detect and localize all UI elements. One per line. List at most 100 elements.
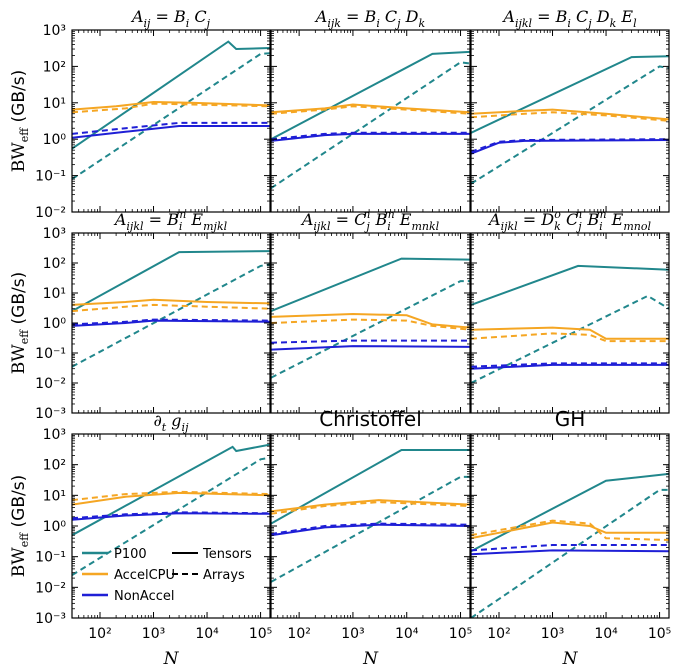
y-tick-label: 10³ (43, 226, 66, 242)
series-accelcpu-arrays (72, 102, 270, 114)
y-tick-label: 10⁻² (35, 580, 66, 596)
y-tick-label: 10⁻² (35, 376, 66, 392)
panel-title: Aijk = Bi Cj Dk (314, 7, 426, 30)
series-accelcpu-arrays (72, 490, 270, 502)
panel-frame (71, 232, 271, 414)
panel-3: Aijkl = Bi Cj Dk El (470, 7, 670, 213)
series-p100-arrays (471, 294, 669, 384)
panel-6: Aijkl = Dko Cjn Bim Emnol (470, 208, 670, 414)
y-tick-label: 10² (43, 458, 66, 474)
series-nonaccel-arrays (471, 138, 669, 153)
series-p100-arrays (471, 65, 669, 185)
panel-title: ∂t gij (154, 411, 190, 434)
legend: P100 AccelCPU NonAccel Tensors Arrays (82, 547, 252, 604)
series-p100-arrays (271, 280, 470, 379)
series-p100-tensors (271, 50, 470, 141)
panel-title: Aijkl = Cjn Bim Emnkl (300, 208, 440, 233)
series-nonaccel-tensors (271, 345, 470, 351)
series-accelcpu-tensors (72, 491, 270, 506)
panel-title: Aij = Bi Cj (130, 7, 211, 30)
x-axis-label: N (362, 649, 379, 669)
x-tick-label: 10² (287, 626, 310, 642)
series-nonaccel-tensors (271, 132, 470, 142)
series-nonaccel-tensors (72, 319, 270, 327)
panel-title: Aijkl = Bim Emjkl (113, 208, 228, 233)
panel-2: Aijk = Bi Cj Dk (270, 7, 471, 213)
series-accelcpu-tensors (72, 298, 270, 306)
y-tick-label: 10⁻¹ (35, 346, 66, 362)
panel-title: GH (555, 407, 586, 431)
series-accelcpu-tensors (471, 521, 669, 540)
x-tick-label: 10⁵ (449, 626, 472, 642)
series-p100-arrays (271, 61, 470, 190)
series-nonaccel-tensors (471, 363, 669, 370)
panel-1: 10⁻² 10⁻¹ 10⁰ 10¹ 10² 10³ Aij = Bi Cj (35, 7, 271, 221)
series-p100-arrays (471, 488, 669, 618)
series-p100-tensors (72, 443, 270, 537)
series-accelcpu-arrays (271, 318, 470, 331)
series-nonaccel-arrays (271, 131, 470, 141)
x-axis-label: N (562, 649, 579, 669)
y-tick-label: 10⁰ (43, 519, 67, 535)
series-nonaccel-arrays (471, 544, 669, 552)
x-tick-label: 10⁴ (395, 626, 419, 642)
legend-style-label-arrays: Arrays (203, 568, 245, 583)
panel-frame (270, 29, 471, 213)
series-p100-arrays (72, 263, 270, 368)
series-accelcpu-tensors (271, 312, 470, 329)
series-accelcpu-arrays (271, 105, 470, 115)
legend-label-p100: P100 (114, 547, 147, 562)
panel-frame (470, 232, 670, 414)
y-axis-label: BWeff (GB/s) (9, 475, 31, 577)
series-nonaccel-tensors (471, 549, 669, 556)
x-tick-label: 10⁵ (648, 626, 671, 642)
y-tick-label: 10³ (43, 427, 66, 443)
series-p100-arrays (72, 52, 270, 180)
legend-label-nonaccel: NonAccel (114, 589, 175, 604)
y-axis-label: BWeff (GB/s) (9, 70, 31, 172)
y-tick-label: 10⁻³ (35, 611, 66, 627)
panel-title: Aijkl = Dko Cjn Bim Emnol (487, 208, 651, 233)
panel-9: 10² 10³ 10⁴ 10⁵ GH (470, 407, 671, 642)
panel-frame (71, 29, 271, 213)
y-tick-label: 10² (43, 256, 66, 272)
y-tick-label: 10¹ (43, 286, 66, 302)
x-tick-label: 10³ (142, 626, 165, 642)
series-nonaccel-arrays (471, 362, 669, 368)
series-nonaccel-arrays (72, 511, 270, 520)
series-p100-tensors (72, 250, 270, 312)
series-p100-tensors (471, 264, 669, 306)
legend-style-label-tensors: Tensors (202, 547, 252, 562)
series-accelcpu-tensors (271, 499, 470, 513)
legend-label-accelcpu: AccelCPU (114, 568, 175, 583)
x-tick-label: 10³ (541, 626, 564, 642)
series-accelcpu-tensors (271, 103, 470, 114)
series-accelcpu-arrays (471, 332, 669, 343)
x-tick-label: 10⁴ (594, 626, 618, 642)
x-tick-label: 10⁴ (195, 626, 219, 642)
y-tick-label: 10¹ (43, 488, 66, 504)
series-accelcpu-arrays (471, 111, 669, 122)
series-p100-tensors (271, 449, 470, 525)
series-nonaccel-arrays (271, 522, 470, 535)
series-p100-tensors (271, 257, 470, 313)
y-tick-label: 10⁻¹ (35, 169, 66, 185)
x-tick-label: 10² (487, 626, 510, 642)
series-accelcpu-arrays (72, 303, 270, 313)
series-accelcpu-tensors (471, 108, 669, 121)
panel-8: 10² 10³ 10⁴ 10⁵ Christoffel (270, 407, 472, 642)
series-nonaccel-tensors (271, 523, 470, 537)
panel-5: Aijkl = Cjn Bim Emnkl (270, 208, 471, 414)
x-axis-label: N (163, 649, 180, 669)
panel-frame (470, 29, 670, 213)
series-accelcpu-arrays (271, 501, 470, 515)
series-accelcpu-arrays (471, 519, 669, 541)
y-tick-label: 10³ (43, 23, 66, 39)
panel-frame (470, 433, 670, 619)
y-axis-label: BWeff (GB/s) (9, 272, 31, 374)
y-tick-label: 10² (43, 59, 66, 75)
series-nonaccel-tensors (72, 125, 270, 139)
y-tick-label: 10⁰ (43, 132, 67, 148)
series-p100-arrays (72, 456, 270, 576)
